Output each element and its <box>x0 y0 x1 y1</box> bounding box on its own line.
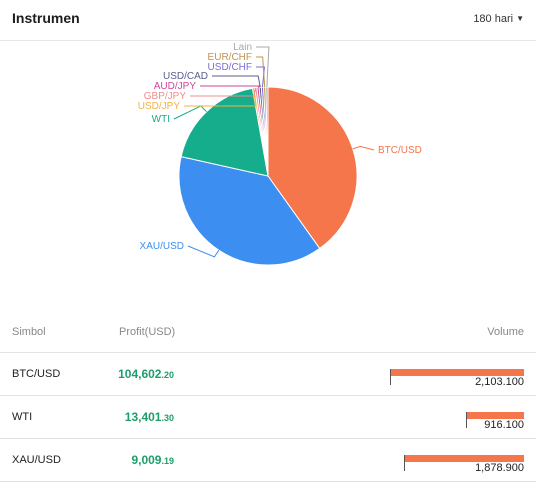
pie-label: XAU/USD <box>140 241 184 252</box>
pie-leader-line <box>212 75 261 88</box>
pie-leader-line <box>352 145 375 151</box>
row-volume: 1,878.900 <box>475 462 524 474</box>
pie-slice-lain[interactable] <box>265 86 269 177</box>
row-symbol: WTI <box>12 411 33 423</box>
col-profit-header: Profit(USD) <box>119 326 176 338</box>
pie-label: USD/CAD <box>163 71 208 82</box>
pie-slice-btc-usd[interactable] <box>267 86 358 250</box>
table-header: Simbol Profit(USD) Volume <box>0 312 536 353</box>
pie-label: EUR/CHF <box>208 52 252 63</box>
pie-label: USD/CHF <box>208 62 252 73</box>
pie-label: AUD/JPY <box>154 81 197 92</box>
pie-label: Lain <box>233 42 252 53</box>
col-volume-header: Volume <box>487 326 524 338</box>
pie-svg: BTC/USDXAU/USDWTIUSD/JPYGBP/JPYAUD/JPYUS… <box>138 42 422 266</box>
volume-bar <box>465 412 524 428</box>
pie-label: USD/JPY <box>138 101 181 112</box>
pie-leader-line <box>256 66 265 88</box>
pie-leader-line <box>200 85 262 88</box>
row-volume: 916.100 <box>484 419 524 431</box>
table-row[interactable]: WTI 13,401.30 916.100 <box>0 396 536 439</box>
caret-down-icon: ▼ <box>516 14 524 23</box>
row-symbol: XAU/USD <box>12 454 61 466</box>
card-header: Instrumen 180 hari ▼ <box>0 0 536 41</box>
pie-leader-line <box>190 87 257 97</box>
pie-leader-line <box>187 245 220 258</box>
card-title: Instrumen <box>12 10 80 26</box>
volume-bar <box>404 455 524 471</box>
pie-label: BTC/USD <box>378 145 422 156</box>
period-dropdown[interactable]: 180 hari ▼ <box>473 13 524 25</box>
volume-bar <box>390 369 524 385</box>
row-profit: 9,009.19 <box>131 453 174 467</box>
table-row[interactable]: XAU/USD 9,009.19 1,878.900 <box>0 439 536 482</box>
table-row[interactable]: BTC/USD 104,602.20 2,103.100 <box>0 353 536 396</box>
row-symbol: BTC/USD <box>12 368 61 380</box>
pie-leader-line <box>256 46 270 88</box>
row-profit: 104,602.20 <box>118 367 174 381</box>
period-label: 180 hari <box>473 13 514 25</box>
pie-label: WTI <box>152 114 170 125</box>
pie-leader-line <box>256 56 266 88</box>
pie-label: GBP/JPY <box>144 91 187 102</box>
col-symbol-header: Simbol <box>12 326 46 338</box>
instrument-pie-chart: BTC/USD XAU/USD WTI USD/JPY GBP/JPY AUD/JPY US… <box>0 40 536 310</box>
row-profit: 13,401.30 <box>124 410 174 424</box>
row-volume: 2,103.100 <box>475 376 524 388</box>
